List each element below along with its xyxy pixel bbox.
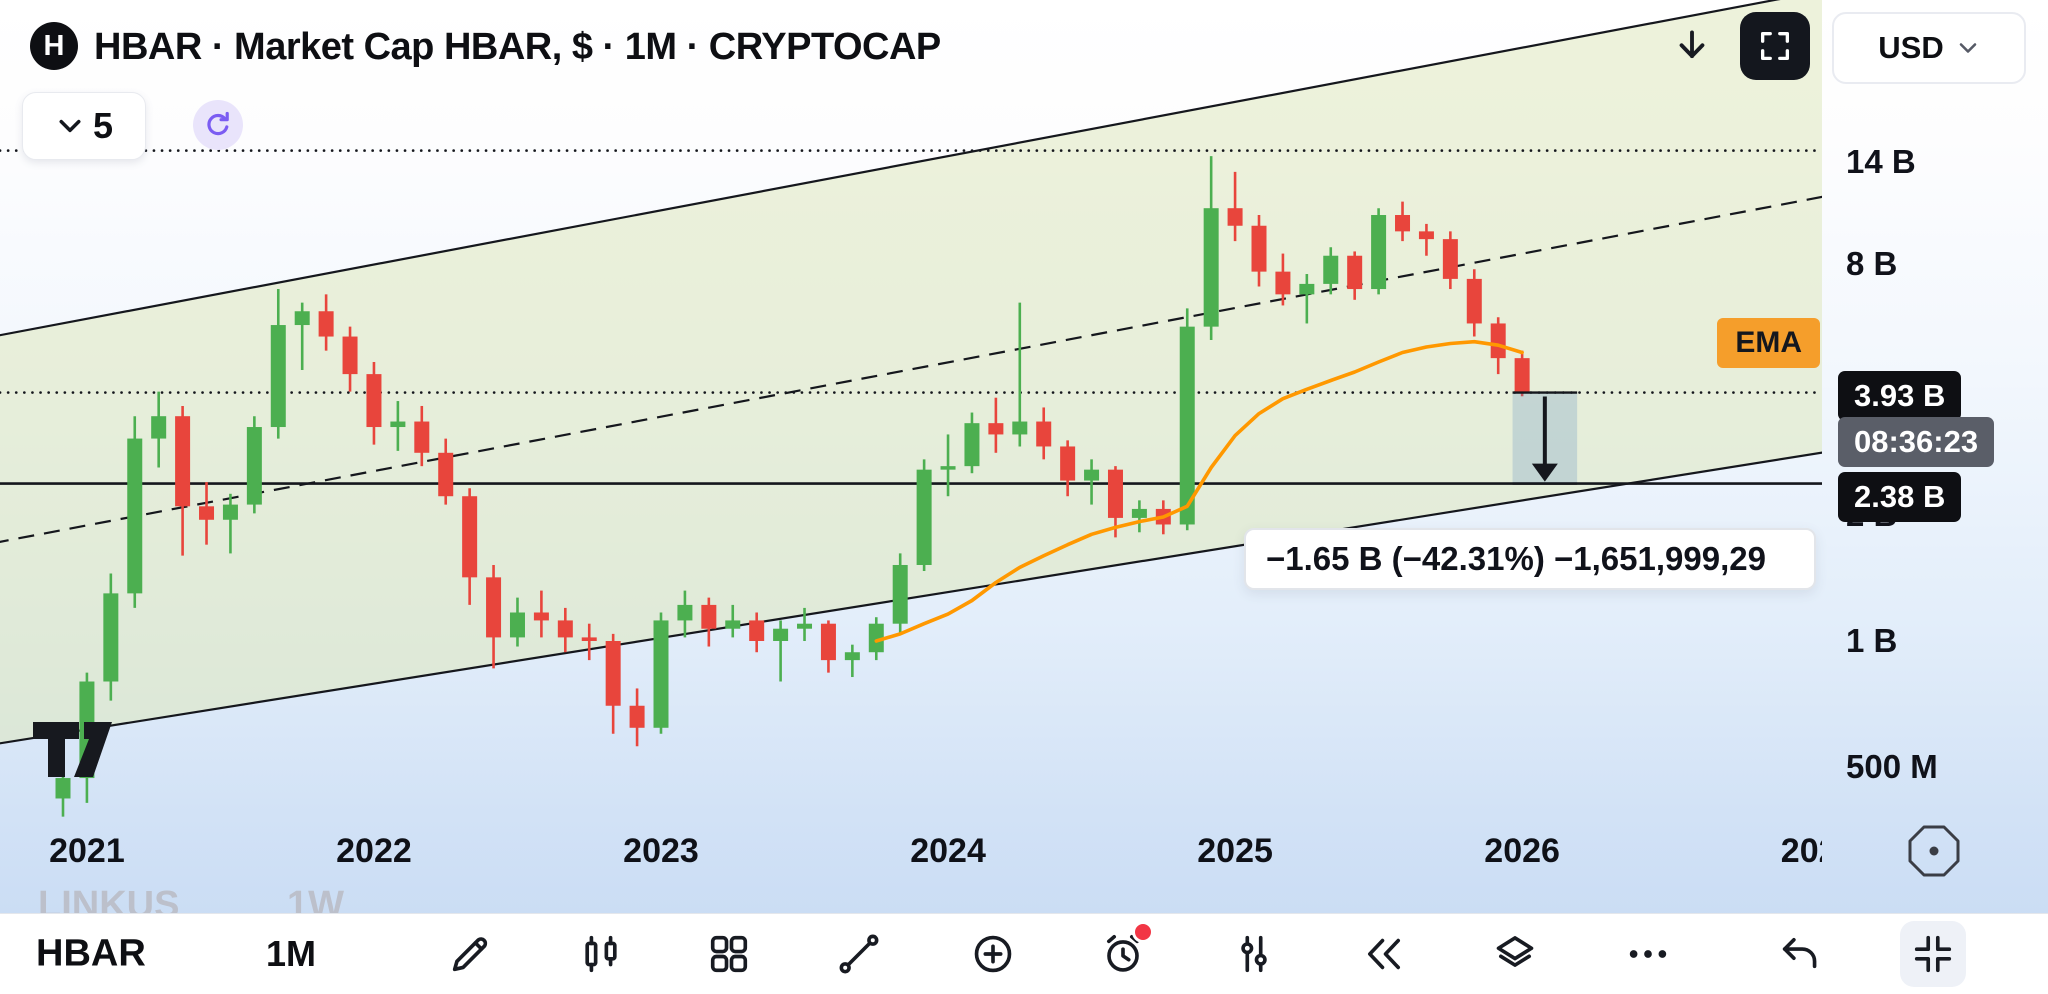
download-icon — [1679, 30, 1705, 59]
scale-settings-icon[interactable] — [1908, 825, 1960, 877]
undo-arrow-icon — [1782, 937, 1817, 969]
channel-fill — [0, 0, 1822, 744]
price-axis-label: 8 B — [1846, 244, 1898, 282]
refresh-icon — [207, 111, 229, 136]
chevron-down-icon — [59, 119, 81, 133]
grid-icon — [710, 935, 748, 973]
time-axis-label: 202 — [1781, 832, 1838, 870]
trendline-tool-button[interactable] — [826, 921, 892, 987]
alerts-button[interactable] — [1090, 921, 1156, 987]
level-price-badge: 2.38 B — [1838, 471, 1962, 522]
symbol-logo[interactable]: H — [30, 22, 78, 70]
time-axis-label: 2021 — [49, 832, 125, 870]
layers-icon — [1496, 936, 1534, 967]
price-axis-label: 14 B — [1846, 142, 1916, 180]
ema-line[interactable] — [874, 339, 1524, 643]
layout-button[interactable] — [696, 921, 762, 987]
trendline-icon — [839, 934, 879, 974]
indicators-button[interactable] — [1221, 921, 1287, 987]
measure-tooltip: −1.65 B (−42.31%) −1,651,999,29 — [1244, 528, 1816, 590]
tradingview-logo[interactable] — [33, 722, 112, 777]
interval-button[interactable]: 1M — [266, 933, 317, 974]
layers-button[interactable] — [1482, 921, 1548, 987]
time-axis-label: 2022 — [336, 832, 412, 870]
time-axis-label: 2023 — [623, 832, 699, 870]
time-axis-label: 2026 — [1484, 832, 1560, 870]
currency-selector[interactable]: USD — [1832, 12, 2026, 84]
chart-type-button[interactable] — [568, 921, 634, 987]
drawings-count-button[interactable]: 5 — [22, 92, 146, 160]
plus-circle-icon — [974, 935, 1012, 973]
replay-button[interactable] — [1351, 921, 1417, 987]
collapse-button[interactable] — [1900, 921, 1966, 987]
download-button[interactable] — [1660, 16, 1724, 80]
collapse-icon — [1914, 935, 1952, 973]
expand-icon — [1760, 31, 1790, 61]
chart-title[interactable]: HBAR · Market Cap HBAR, $ · 1M · CRYPTOC… — [94, 26, 941, 68]
chevron-down-icon — [1959, 43, 1977, 53]
drawings-count: 5 — [92, 105, 114, 146]
sliders-icon — [1241, 935, 1267, 973]
ellipsis-icon — [1629, 950, 1667, 958]
undo-button[interactable] — [1767, 921, 1833, 987]
price-axis-label: 500 M — [1846, 747, 1938, 785]
price-axis-label: 1 B — [1846, 622, 1898, 659]
more-button[interactable] — [1615, 921, 1681, 987]
add-button[interactable] — [960, 921, 1026, 987]
candlestick-chart-icon — [585, 935, 617, 973]
pencil-icon — [452, 937, 488, 972]
fullscreen-chart-button[interactable] — [1740, 12, 1810, 80]
current-price-badge: 3.93 B — [1838, 370, 1962, 421]
channel-lower-line[interactable] — [0, 428, 1977, 749]
symbol-button[interactable]: HBAR — [36, 932, 146, 975]
bar-countdown-badge: 08:36:23 — [1838, 416, 1995, 467]
currency-label: USD — [1878, 30, 1944, 65]
draw-button[interactable] — [437, 921, 503, 987]
alert-notification-dot — [1132, 921, 1154, 943]
bottom-toolbar: HBAR 1M — [0, 913, 2048, 994]
rewind-icon — [1367, 938, 1401, 970]
refresh-button[interactable] — [193, 100, 243, 150]
ema-badge: EMA — [1717, 318, 1820, 368]
time-axis-label: 2024 — [910, 832, 986, 870]
time-axis-label: 2025 — [1197, 832, 1273, 870]
